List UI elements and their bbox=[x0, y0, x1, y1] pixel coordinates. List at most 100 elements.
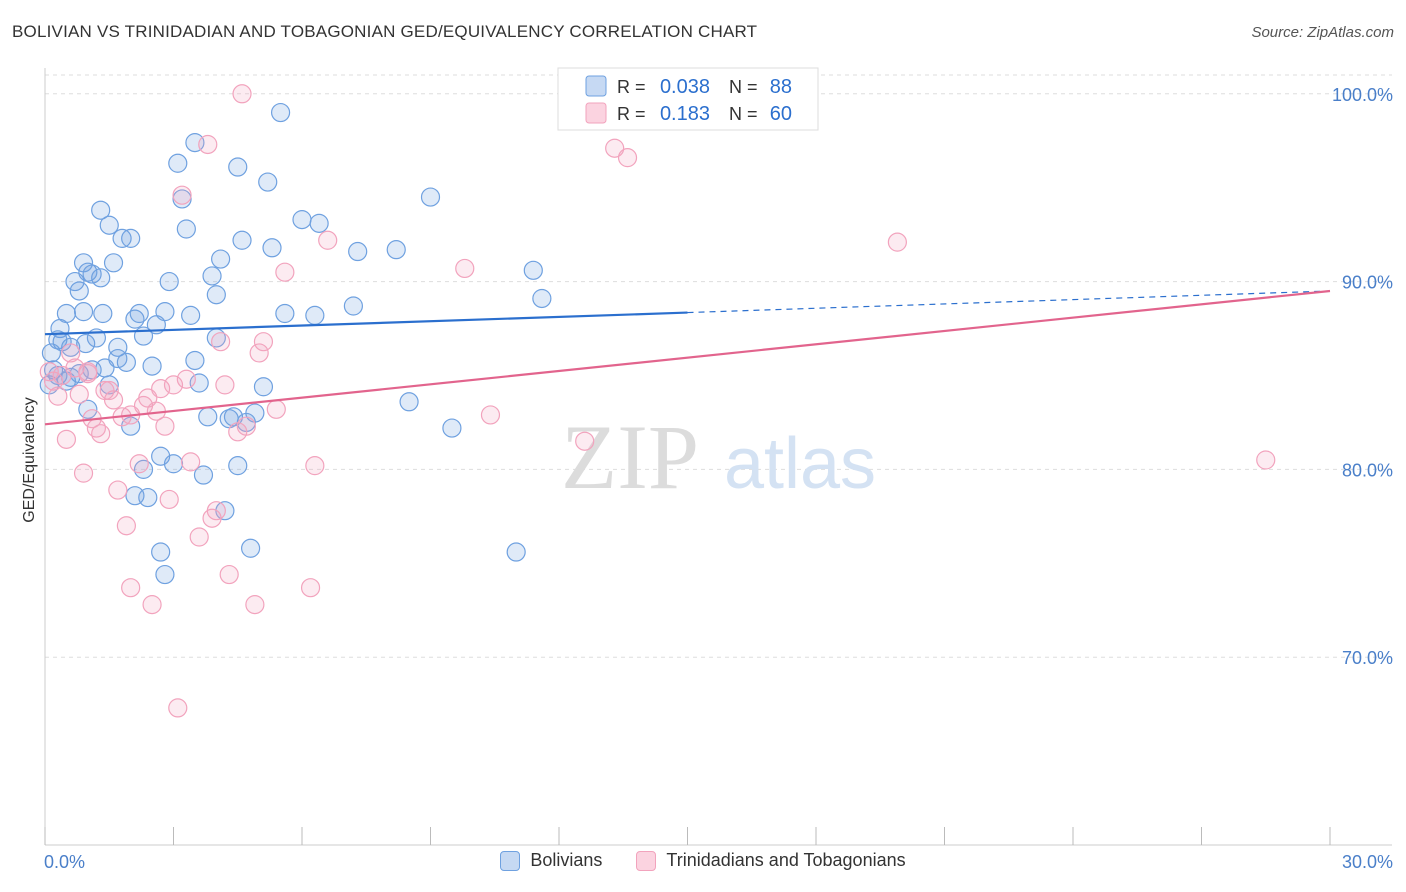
point-trinidadians-58 bbox=[151, 379, 171, 399]
point-bolivians-69 bbox=[163, 454, 184, 474]
data-points bbox=[39, 84, 1276, 718]
point-bolivians-33 bbox=[193, 465, 214, 485]
point-bolivians-36 bbox=[211, 249, 231, 269]
legend-top-r-label-trinidadians: R = bbox=[617, 104, 646, 124]
x-tick-label-min: 0.0% bbox=[44, 852, 85, 872]
point-trinidadians-36 bbox=[215, 375, 235, 395]
legend-top-swatch-trinidadians bbox=[585, 102, 607, 124]
y-tick-label-0: 70.0% bbox=[1342, 648, 1393, 668]
point-bolivians-46 bbox=[262, 238, 282, 258]
point-trinidadians-25 bbox=[159, 489, 179, 510]
legend-entry-trinidadians: Trinidadians and Tobagonians bbox=[636, 850, 906, 871]
point-trinidadians-27 bbox=[168, 698, 188, 718]
point-bolivians-59 bbox=[532, 288, 552, 309]
watermark-zip: ZIP bbox=[561, 406, 699, 508]
point-bolivians-34 bbox=[198, 407, 218, 427]
point-bolivians-53 bbox=[348, 241, 368, 262]
source-label: Source: ZipAtlas.com bbox=[1251, 24, 1394, 41]
point-bolivians-32 bbox=[185, 350, 205, 371]
legend-top-swatch-bolivians bbox=[585, 75, 607, 97]
point-bolivians-67 bbox=[151, 542, 171, 562]
point-trinidadians-18 bbox=[121, 578, 141, 598]
grid-lines bbox=[45, 74, 1392, 658]
point-bolivians-31 bbox=[181, 305, 201, 325]
point-bolivians-81 bbox=[48, 330, 68, 350]
point-trinidadians-40 bbox=[236, 416, 256, 436]
legend-top-r-value-trinidadians: 0.183 bbox=[660, 103, 710, 125]
point-bolivians-58 bbox=[523, 260, 543, 280]
point-bolivians-66 bbox=[138, 487, 158, 508]
legend-swatch-bolivians bbox=[500, 850, 521, 871]
chart-title: BOLIVIAN VS TRINIDADIAN AND TOBAGONIAN G… bbox=[12, 22, 758, 41]
point-bolivians-5 bbox=[56, 303, 77, 324]
legend-top-n-value-trinidadians: 60 bbox=[770, 103, 792, 125]
point-bolivians-27 bbox=[155, 302, 175, 322]
point-bolivians-72 bbox=[228, 157, 248, 177]
point-bolivians-71 bbox=[168, 153, 188, 173]
point-trinidadians-15 bbox=[108, 480, 128, 500]
x-tick-label-max: 30.0% bbox=[1342, 852, 1393, 872]
point-trinidadians-3 bbox=[56, 429, 77, 449]
point-bolivians-19 bbox=[108, 337, 128, 357]
legend-top-n-label-bolivians: N = bbox=[729, 77, 758, 97]
point-trinidadians-29 bbox=[176, 369, 196, 389]
trend-line-dashed-bolivians bbox=[687, 290, 1331, 314]
y-tick-label-3: 100.0% bbox=[1332, 85, 1393, 105]
point-bolivians-14 bbox=[91, 200, 111, 220]
point-bolivians-24 bbox=[142, 356, 162, 376]
legend-top-r-label-bolivians: R = bbox=[617, 77, 646, 97]
legend-label-trinidadians: Trinidadians and Tobagonians bbox=[666, 850, 906, 870]
point-bolivians-15 bbox=[93, 303, 113, 324]
point-trinidadians-24 bbox=[155, 416, 175, 436]
point-trinidadians-57 bbox=[78, 364, 98, 384]
point-trinidadians-42 bbox=[249, 343, 269, 363]
point-bolivians-47 bbox=[270, 102, 291, 123]
point-bolivians-52 bbox=[343, 296, 363, 316]
point-trinidadians-43 bbox=[253, 332, 274, 352]
point-trinidadians-14 bbox=[103, 390, 124, 410]
point-trinidadians-28 bbox=[172, 185, 192, 205]
point-trinidadians-54 bbox=[887, 232, 907, 252]
point-trinidadians-53 bbox=[617, 148, 638, 168]
point-trinidadians-39 bbox=[232, 84, 252, 104]
point-bolivians-50 bbox=[305, 305, 325, 325]
point-trinidadians-6 bbox=[69, 384, 89, 404]
point-bolivians-57 bbox=[442, 418, 462, 438]
point-trinidadians-13 bbox=[99, 380, 119, 401]
point-bolivians-30 bbox=[176, 219, 196, 239]
legend-label-bolivians: Bolivians bbox=[530, 850, 603, 870]
point-bolivians-48 bbox=[275, 303, 295, 324]
point-bolivians-84 bbox=[73, 253, 94, 273]
point-trinidadians-48 bbox=[318, 230, 338, 250]
point-bolivians-51 bbox=[309, 213, 329, 233]
point-bolivians-18 bbox=[103, 253, 124, 273]
point-bolivians-35 bbox=[206, 285, 226, 305]
point-bolivians-87 bbox=[108, 348, 128, 369]
point-trinidadians-55 bbox=[1256, 450, 1276, 470]
legend-top-n-label-trinidadians: N = bbox=[729, 104, 758, 124]
point-trinidadians-4 bbox=[61, 343, 81, 363]
point-bolivians-83 bbox=[129, 303, 149, 324]
point-trinidadians-47 bbox=[305, 456, 325, 476]
point-bolivians-8 bbox=[69, 281, 89, 301]
watermark-atlas: atlas bbox=[724, 424, 876, 504]
point-bolivians-28 bbox=[159, 271, 179, 292]
point-bolivians-60 bbox=[506, 542, 526, 562]
point-bolivians-41 bbox=[232, 230, 252, 250]
point-trinidadians-41 bbox=[245, 595, 265, 615]
point-bolivians-76 bbox=[91, 268, 111, 288]
point-trinidadians-51 bbox=[575, 431, 595, 451]
point-bolivians-56 bbox=[420, 187, 441, 207]
point-bolivians-42 bbox=[241, 538, 261, 558]
point-trinidadians-31 bbox=[189, 527, 209, 547]
point-trinidadians-37 bbox=[219, 564, 239, 585]
point-bolivians-45 bbox=[258, 172, 278, 192]
legend-top-n-value-bolivians: 88 bbox=[770, 76, 792, 98]
point-trinidadians-0 bbox=[39, 362, 59, 382]
point-trinidadians-46 bbox=[300, 578, 321, 598]
point-trinidadians-50 bbox=[480, 405, 501, 425]
legend-top-r-value-bolivians: 0.038 bbox=[660, 76, 710, 98]
point-bolivians-86 bbox=[189, 373, 209, 393]
point-trinidadians-22 bbox=[142, 595, 162, 615]
